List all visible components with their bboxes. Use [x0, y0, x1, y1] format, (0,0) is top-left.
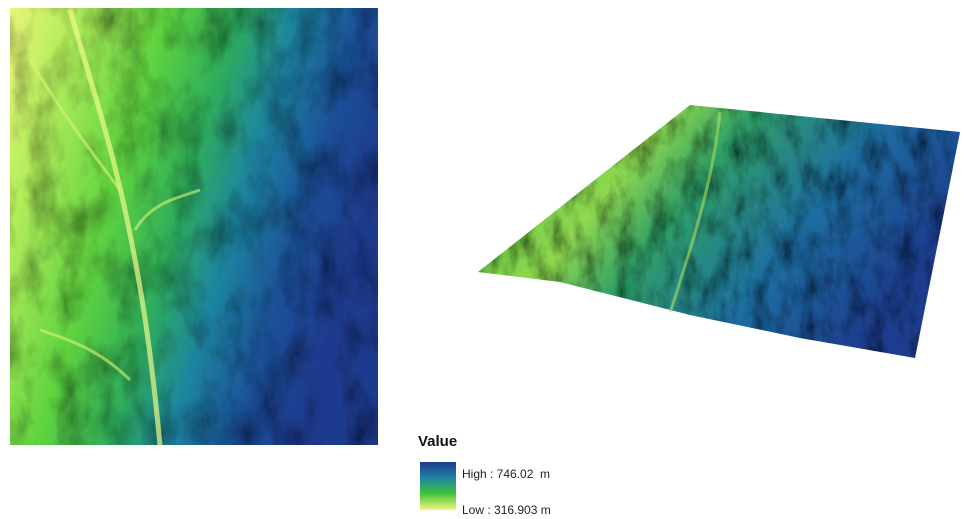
dem-3d: [478, 105, 960, 358]
legend-low: Low : 316.903 m: [462, 503, 551, 517]
terrain-surface: [478, 105, 960, 358]
map-view: Value High : 746.02 m Low : 316.903 m: [0, 0, 964, 519]
color-ramp: [420, 462, 456, 510]
elevation-raster: [10, 8, 378, 445]
legend: Value High : 746.02 m Low : 316.903 m: [418, 433, 551, 517]
page: Value High : 746.02 m Low : 316.903 m ((…: [0, 0, 964, 519]
dem-2d: [10, 8, 378, 445]
legend-title: Value: [418, 433, 457, 450]
legend-high: High : 746.02 m: [462, 467, 550, 481]
